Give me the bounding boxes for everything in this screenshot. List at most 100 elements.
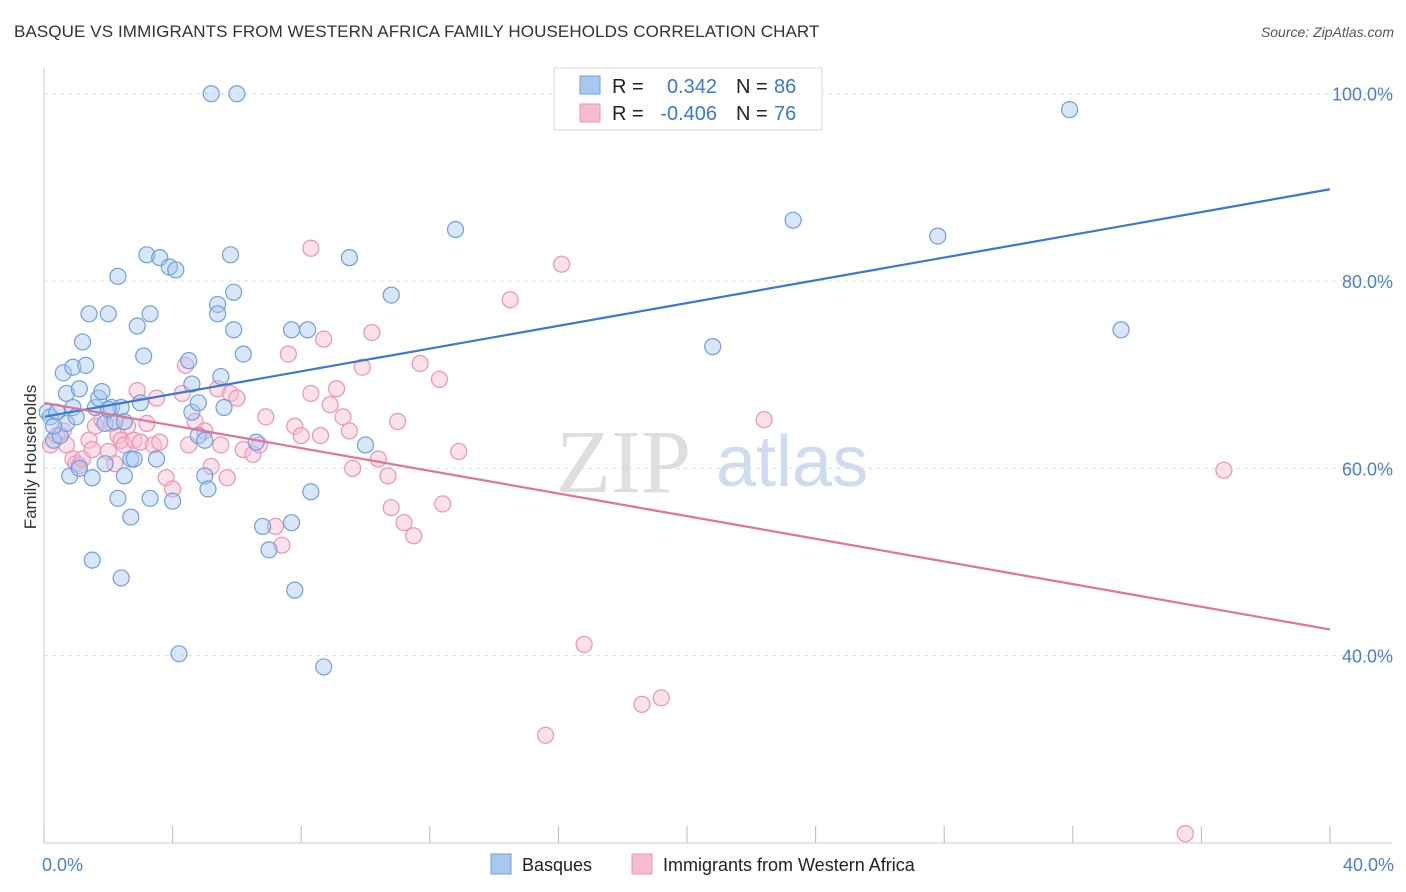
waf-point bbox=[228, 389, 246, 407]
basques-point bbox=[221, 246, 240, 264]
x-tick-label: 40.0% bbox=[1343, 855, 1394, 875]
basques-point bbox=[234, 345, 252, 363]
waf-point bbox=[434, 495, 452, 513]
trend-layer bbox=[43, 188, 1331, 631]
basques-point bbox=[109, 489, 127, 507]
basques-point bbox=[112, 569, 130, 587]
basques-point bbox=[183, 403, 201, 421]
waf-point bbox=[302, 239, 320, 257]
waf-point bbox=[633, 695, 651, 713]
waf-point bbox=[340, 422, 359, 440]
waf-point bbox=[536, 726, 555, 744]
waf-point bbox=[266, 517, 285, 536]
chart-source: Source: ZipAtlas.com bbox=[1260, 24, 1394, 40]
basques-point bbox=[282, 514, 301, 532]
basques-point bbox=[202, 85, 220, 103]
basques-point bbox=[254, 517, 272, 536]
y-tick-label: 80.0% bbox=[1342, 272, 1393, 292]
waf-point bbox=[257, 408, 275, 426]
basques-point bbox=[70, 459, 88, 477]
basques-point bbox=[80, 305, 98, 323]
stats-n-value-basques: 86 bbox=[774, 76, 796, 98]
basques-point bbox=[45, 417, 63, 435]
waf-point bbox=[273, 536, 291, 554]
stats-n-value-waf: 76 bbox=[774, 103, 796, 125]
waf-point bbox=[80, 431, 98, 449]
basques-point bbox=[57, 384, 76, 403]
basques-point bbox=[73, 333, 92, 351]
y-tick-label: 100.0% bbox=[1332, 85, 1393, 105]
basques-point bbox=[282, 321, 301, 339]
waf-point bbox=[151, 433, 169, 451]
basques-point bbox=[122, 508, 140, 526]
waf-point bbox=[575, 635, 593, 654]
waf-point bbox=[344, 459, 362, 477]
basques-point bbox=[170, 645, 188, 663]
basques-point bbox=[315, 658, 333, 676]
waf-point bbox=[1176, 825, 1194, 843]
waf-point bbox=[382, 499, 400, 517]
chart-title: BASQUE VS IMMIGRANTS FROM WESTERN AFRICA… bbox=[14, 22, 820, 41]
waf-point bbox=[302, 384, 320, 403]
basques-point bbox=[93, 382, 111, 401]
waf-point bbox=[369, 450, 387, 468]
basques-point bbox=[54, 364, 72, 382]
waf-point bbox=[430, 370, 449, 388]
basques-point bbox=[196, 431, 214, 449]
basques-point bbox=[135, 347, 153, 365]
stats-box: R = 0.342 N = 86 R = -0.406 N = 76 bbox=[553, 67, 823, 131]
basques-point bbox=[125, 450, 143, 468]
stats-r-label-basques: R = bbox=[612, 76, 644, 98]
y-tick-label: 40.0% bbox=[1342, 647, 1393, 667]
basques-trend-line bbox=[43, 188, 1331, 418]
waf-point bbox=[234, 441, 252, 459]
waf-trend-line bbox=[43, 401, 1331, 631]
basques-point bbox=[1112, 321, 1130, 339]
stats-r-value-basques: 0.342 bbox=[667, 76, 717, 98]
basques-point bbox=[260, 541, 278, 559]
waf-point bbox=[450, 442, 468, 461]
basques-point bbox=[340, 249, 359, 267]
watermark-atlas: atlas bbox=[716, 422, 868, 502]
waf-point bbox=[138, 414, 156, 433]
basques-point bbox=[286, 581, 304, 599]
basques-point bbox=[199, 480, 217, 498]
basques-point bbox=[147, 450, 166, 468]
basques-point bbox=[356, 436, 375, 454]
axis-layer: 40.0% 60.0% 80.0% 100.0% 0.0% 40.0% bbox=[42, 68, 1394, 875]
waf-point bbox=[1215, 461, 1233, 479]
basques-point bbox=[209, 305, 227, 323]
stats-n-label-waf: N = bbox=[736, 103, 768, 125]
stats-r-value-waf: -0.406 bbox=[660, 103, 717, 125]
legend-label-waf: Immigrants from Western Africa bbox=[663, 855, 916, 875]
waf-point bbox=[353, 358, 371, 376]
y-tick-label: 60.0% bbox=[1342, 459, 1393, 479]
basques-point bbox=[77, 356, 95, 374]
basques-point bbox=[83, 469, 101, 487]
waf-point bbox=[311, 426, 330, 445]
basques-point bbox=[109, 267, 127, 285]
waf-point bbox=[131, 433, 150, 451]
basques-point bbox=[704, 338, 722, 356]
waf-point bbox=[405, 527, 423, 545]
basques-point bbox=[83, 551, 101, 569]
basques-point bbox=[302, 483, 320, 501]
waf-point bbox=[176, 356, 195, 374]
basques-point bbox=[212, 367, 230, 386]
basques-point bbox=[183, 375, 201, 393]
waf-point bbox=[83, 441, 101, 459]
basques-point bbox=[164, 492, 182, 510]
basques-point bbox=[141, 305, 159, 323]
basques-point bbox=[70, 380, 88, 398]
basques-point bbox=[228, 85, 246, 103]
watermark: ZIP atlas bbox=[556, 413, 868, 512]
waf-point bbox=[106, 455, 124, 473]
waf-point bbox=[125, 431, 143, 449]
basques-point bbox=[141, 489, 159, 507]
basques-point bbox=[196, 467, 214, 485]
basques-point bbox=[929, 227, 947, 245]
basques-point bbox=[215, 398, 233, 417]
waf-point bbox=[379, 467, 397, 485]
waf-point bbox=[202, 457, 220, 476]
